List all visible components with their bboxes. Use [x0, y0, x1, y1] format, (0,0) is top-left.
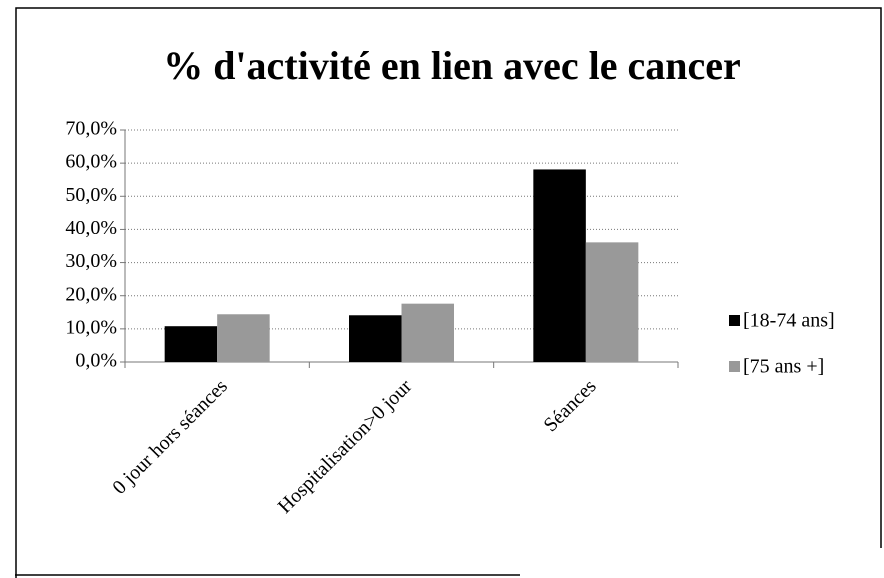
legend-swatch — [729, 315, 740, 326]
legend-label: [18-74 ans] — [743, 310, 835, 332]
legend-label: [75 ans +] — [743, 356, 824, 378]
chart-frame — [15, 7, 882, 578]
x-tick-label: Séances — [540, 375, 601, 436]
y-tick-label: 10,0% — [65, 316, 117, 338]
y-tick-label: 70,0% — [65, 118, 117, 140]
y-tick-label: 50,0% — [65, 184, 117, 206]
x-tick-label: Hospitalisation>0 jour — [274, 375, 417, 518]
bar — [401, 303, 454, 362]
bar — [533, 169, 586, 362]
y-tick-label: 40,0% — [65, 217, 117, 239]
y-tick-label: 30,0% — [65, 250, 117, 272]
bar — [217, 314, 270, 362]
legend-swatch — [729, 361, 740, 372]
y-tick-label: 0,0% — [75, 350, 117, 372]
chart-title: % d'activité en lien avec le cancer — [163, 43, 741, 88]
bar — [349, 315, 402, 362]
y-tick-label: 60,0% — [65, 151, 117, 173]
x-tick-label: 0 jour hors séances — [108, 375, 232, 499]
bar — [164, 326, 218, 362]
bar — [585, 242, 639, 362]
y-tick-label: 20,0% — [65, 283, 117, 305]
